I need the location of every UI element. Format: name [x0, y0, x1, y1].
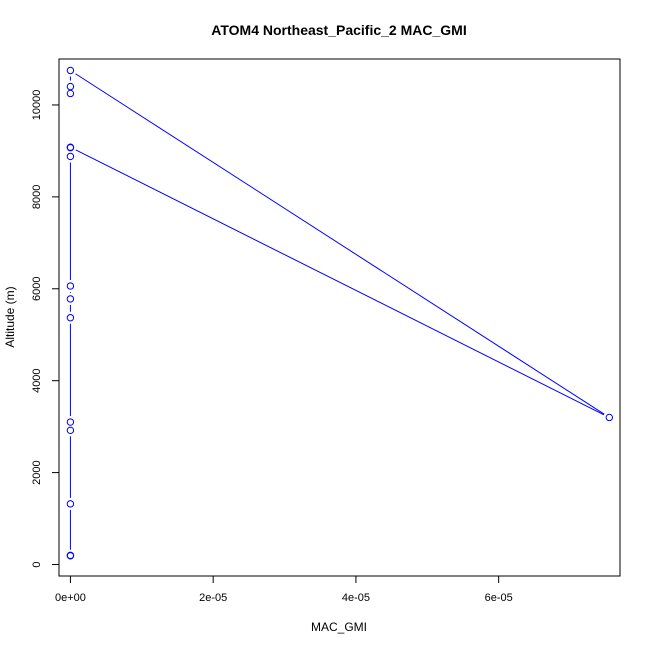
data-point — [66, 314, 75, 322]
x-tick-label: 4e-05 — [342, 592, 370, 604]
data-point — [66, 418, 75, 426]
y-tick-label: 0 — [31, 561, 43, 567]
y-tick-label: 10000 — [31, 90, 43, 121]
x-axis-label: MAC_GMI — [311, 620, 367, 634]
x-tick-label: 6e-05 — [485, 592, 513, 604]
x-tick-label: 0e+00 — [55, 592, 86, 604]
x-tick-label: 2e-05 — [199, 592, 227, 604]
data-point — [66, 552, 75, 560]
y-tick-label: 6000 — [31, 277, 43, 301]
series-line-segment — [75, 149, 605, 416]
chart-title: ATOM4 Northeast_Pacific_2 MAC_GMI — [211, 22, 466, 38]
y-axis-label: Altitude (m) — [3, 286, 17, 347]
x-axis: 0e+00 2e-05 4e-05 6e-05 — [55, 575, 513, 604]
data-point — [66, 143, 75, 151]
data-point — [66, 66, 75, 75]
data-point — [66, 500, 75, 508]
plot-frame — [58, 58, 621, 577]
data-point — [66, 426, 75, 435]
y-tick-label: 8000 — [31, 185, 43, 209]
data-point — [66, 82, 75, 91]
y-tick-label: 4000 — [31, 368, 43, 392]
y-axis: 0 2000 4000 6000 8000 10000 — [31, 90, 60, 568]
data-point — [66, 89, 75, 98]
series-layer — [66, 66, 613, 560]
y-tick-label: 2000 — [31, 460, 43, 484]
series-line-segment — [75, 73, 605, 415]
data-point — [66, 295, 75, 303]
data-point — [66, 152, 75, 161]
data-point — [66, 282, 75, 290]
data-point — [605, 413, 613, 422]
